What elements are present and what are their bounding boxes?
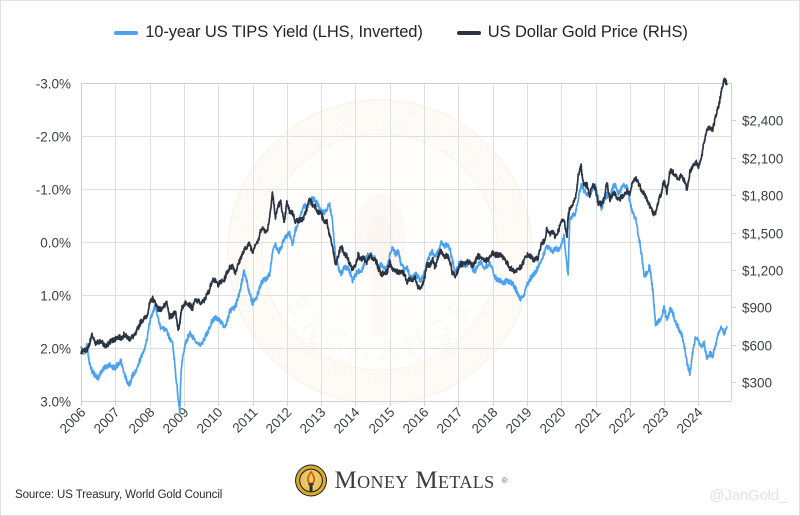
chart-svg: -3.0% -2.0% -1.0% 0.0% 1.0% 2.0% 3.0% $300 $600… xyxy=(36,77,784,437)
x-axis-tick-label: 2016 xyxy=(400,405,432,437)
author-handle: @JanGold_ xyxy=(709,487,787,504)
x-axis-tick-label: 2021 xyxy=(572,405,604,437)
x-axis-tick-label: 2019 xyxy=(503,405,535,437)
series-line-gold-price xyxy=(80,77,728,355)
right-axis-tick-label: $1,200 xyxy=(742,264,783,279)
x-axis-ticks: 2006 2007 2008 2009 2010 2011 2012 2013 2014 2015… xyxy=(57,401,706,436)
x-axis-tick-label: 2023 xyxy=(640,405,672,437)
x-axis-tick-label: 2014 xyxy=(331,404,363,436)
left-axis-tick-label: 1.0% xyxy=(40,289,71,304)
left-axis-ticks: -3.0% -2.0% -1.0% 0.0% 1.0% 2.0% 3.0% xyxy=(36,77,71,410)
legend-label-tips-yield: 10-year US TIPS Yield (LHS, Inverted) xyxy=(145,23,423,41)
legend-item-tips-yield[interactable]: 10-year US TIPS Yield (LHS, Inverted) xyxy=(114,23,423,42)
money-metals-torch-icon xyxy=(295,464,327,497)
x-axis-tick-label: 2011 xyxy=(229,405,260,436)
x-axis-tick-label: 2012 xyxy=(263,405,295,437)
x-axis-tick-label: 2010 xyxy=(194,405,226,437)
source-note: Source: US Treasury, World Gold Council xyxy=(15,489,223,501)
left-axis-tick-label: -1.0% xyxy=(36,183,71,198)
chart-legend: 10-year US TIPS Yield (LHS, Inverted) US… xyxy=(1,23,800,42)
gridlines xyxy=(81,83,732,402)
x-axis-tick-label: 2007 xyxy=(91,405,123,437)
x-axis-tick-label: 2024 xyxy=(674,404,706,436)
chart-footer: Source: US Treasury, World Gold Council … xyxy=(1,457,800,515)
left-axis-tick-label: -2.0% xyxy=(36,130,71,145)
legend-label-gold-price: US Dollar Gold Price (RHS) xyxy=(487,23,688,41)
legend-swatch-gold-price xyxy=(456,30,481,35)
x-axis-tick-label: 2022 xyxy=(606,405,638,437)
left-axis-tick-label: 2.0% xyxy=(40,342,71,357)
right-axis-tick-label: $2,100 xyxy=(742,152,783,167)
series-line-tips-yield xyxy=(80,182,728,414)
left-axis-tick-label: 3.0% xyxy=(40,395,71,410)
right-axis-tick-label: $1,800 xyxy=(742,189,783,204)
data-series xyxy=(80,77,728,414)
left-axis-tick-label: -3.0% xyxy=(36,77,71,92)
right-axis-tick-label: $600 xyxy=(742,339,772,354)
x-axis-tick-label: 2009 xyxy=(160,405,192,437)
legend-item-gold-price[interactable]: US Dollar Gold Price (RHS) xyxy=(456,23,688,42)
left-axis-tick-label: 0.0% xyxy=(40,236,71,251)
x-axis-tick-label: 2020 xyxy=(537,405,569,437)
right-axis-tick-label: $900 xyxy=(742,301,772,316)
x-axis-tick-label: 2008 xyxy=(126,405,158,437)
brand-trademark: ® xyxy=(501,476,508,485)
x-axis-tick-label: 2018 xyxy=(469,405,501,437)
right-axis-ticks: $300 $600 $900 $1,200 $1,500 $1,800 $2,100 $2,4… xyxy=(731,114,783,391)
brand-logo: Money Metals ® xyxy=(295,464,508,497)
right-axis-tick-label: $300 xyxy=(742,376,772,391)
right-axis-tick-label: $1,500 xyxy=(742,227,783,242)
legend-swatch-tips-yield xyxy=(114,30,139,35)
x-axis-tick-label: 2015 xyxy=(366,405,398,437)
plot-area: -3.0% -2.0% -1.0% 0.0% 1.0% 2.0% 3.0% $300 $600… xyxy=(1,1,800,471)
x-axis-tick-label: 2013 xyxy=(297,405,329,437)
x-axis-tick-label: 2017 xyxy=(434,405,466,437)
right-axis-tick-label: $2,400 xyxy=(742,114,783,129)
brand-name: Money Metals xyxy=(334,466,495,494)
